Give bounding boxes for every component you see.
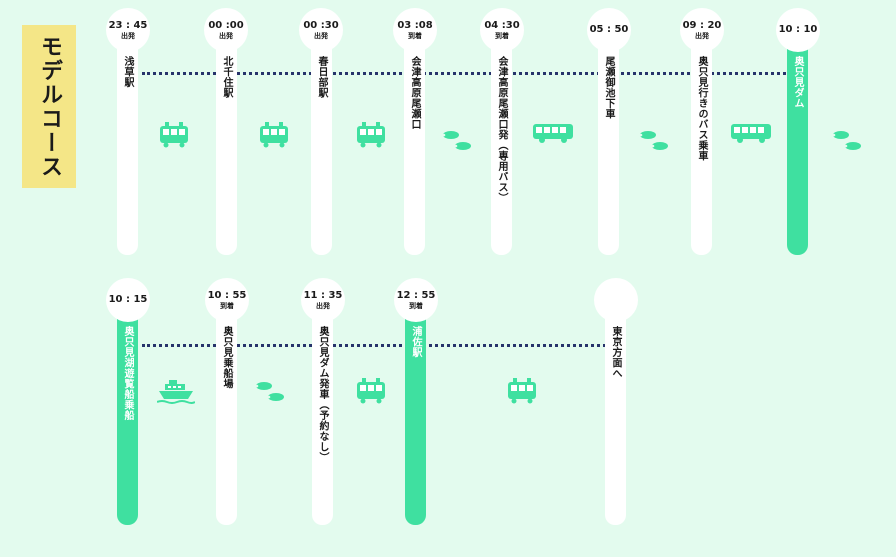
stop-time-badge: 10 : 15 (106, 278, 150, 322)
stop-label: 尾瀬御池下車 (603, 56, 614, 119)
stop-label: 奥只見湖遊覧船乗船 (122, 326, 133, 421)
stop-time-badge: 11 : 35 出発 (301, 278, 345, 322)
stop-time-badge (594, 278, 638, 322)
stop-time-badge: 10 : 55 到着 (205, 278, 249, 322)
train-icon (260, 122, 288, 148)
train-icon (357, 122, 385, 148)
stop-label: 奥只見ダム (792, 56, 803, 109)
train-icon (508, 378, 536, 404)
stop-label: 浦佐駅 (410, 326, 421, 358)
stop-label: 会津高原尾瀬口 (409, 56, 420, 130)
stop-label: 奥只見乗船場 (221, 326, 232, 389)
stop-label: 会津高原尾瀬口発（専用バス） (496, 56, 507, 203)
stop-time-badge: 12 : 55 到着 (394, 278, 438, 322)
stop-label: 東京方面へ (610, 326, 621, 379)
footprints-icon (832, 131, 861, 150)
footprints-icon (639, 131, 668, 150)
bus-icon (533, 124, 573, 143)
stop-time-badge: 09 : 20 出発 (680, 8, 724, 52)
model-course-title: モデルコース (22, 25, 76, 188)
footprints-icon (442, 131, 471, 150)
stop-time-badge: 04 :30 到着 (480, 8, 524, 52)
stop-time-badge: 03 :08 到着 (393, 8, 437, 52)
model-course-title-text: モデルコース (37, 34, 62, 179)
footprints-icon (255, 382, 284, 401)
train-icon (160, 122, 188, 148)
stop-time-badge: 05 : 50 (587, 8, 631, 52)
train-icon (357, 378, 385, 404)
stop-time-badge: 23 : 45 出発 (106, 8, 150, 52)
route-line-row2 (142, 344, 612, 347)
stop-time-badge: 10 : 10 (776, 8, 820, 52)
stop-label: 北千住駅 (221, 56, 232, 98)
bus-icon (731, 124, 771, 143)
route-line-row1 (142, 72, 792, 75)
stop-label: 奥只見行きのバス乗車 (696, 56, 707, 161)
stop-label: 奥只見ダム発車（予約なし） (317, 326, 328, 463)
stop-label: 浅草駅 (122, 56, 133, 88)
ship-icon (157, 380, 195, 404)
stop-time-badge: 00 :30 出発 (299, 8, 343, 52)
stop-time-badge: 00 :00 出発 (204, 8, 248, 52)
stop-label: 春日部駅 (316, 56, 327, 98)
